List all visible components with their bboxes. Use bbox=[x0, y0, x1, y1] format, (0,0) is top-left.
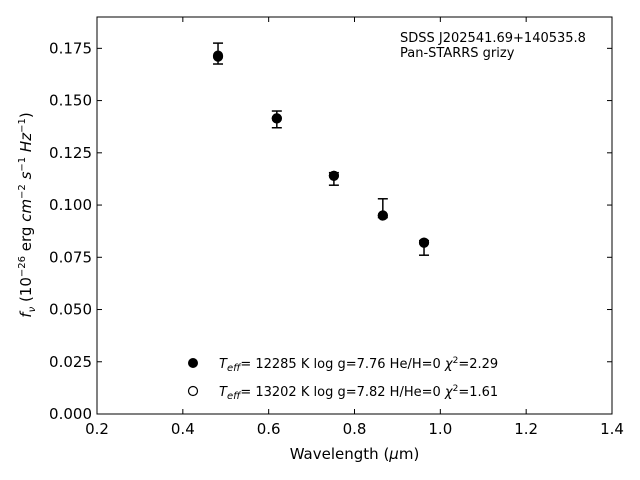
x-tick-label: 1.2 bbox=[514, 420, 538, 438]
x-tick-label: 0.8 bbox=[343, 420, 367, 438]
legend-entry-2: Teff= 13202 K log g=7.82 H/He=0 χ2=1.61 bbox=[219, 384, 498, 402]
model-point-open bbox=[328, 170, 339, 181]
legend: Teff= 12285 K log g=7.76 He/H=0 χ2=2.29 … bbox=[187, 356, 498, 402]
y-tick-label: 0.175 bbox=[49, 39, 92, 57]
annotation-object: SDSS J202541.69+140535.8 bbox=[400, 31, 586, 46]
tick-group: 0.2 0.4 0.6 0.8 1.0 1.2 1.4 0.000 0.025 0.050 0.07… bbox=[49, 17, 624, 438]
legend-marker-open bbox=[187, 385, 199, 397]
y-axis-title: fν (10−26 erg cm−2 s−1 Hz−1) bbox=[17, 112, 38, 317]
model-point-open bbox=[212, 50, 224, 61]
y-tick-label: 0.075 bbox=[49, 248, 92, 266]
annotation-survey: Pan-STARRS grizy bbox=[400, 46, 515, 61]
y-tick-label: 0.125 bbox=[49, 144, 92, 162]
y-tick-label: 0.100 bbox=[49, 196, 92, 214]
x-tick-label: 0.4 bbox=[171, 420, 195, 438]
x-tick-label: 0.6 bbox=[257, 420, 281, 438]
x-tick-label: 1.0 bbox=[428, 420, 452, 438]
y-tick-label: 0.000 bbox=[49, 405, 92, 423]
model-point-open bbox=[377, 210, 388, 221]
x-tick-label: 0.2 bbox=[85, 420, 109, 438]
point-group bbox=[212, 50, 430, 248]
legend-marker-filled bbox=[188, 358, 198, 368]
plot-frame bbox=[96, 16, 613, 415]
legend-entry-1: Teff= 12285 K log g=7.76 He/H=0 χ2=2.29 bbox=[219, 356, 498, 374]
y-tick-label: 0.025 bbox=[49, 353, 92, 371]
errorbar-group bbox=[213, 42, 430, 256]
x-tick-label: 1.4 bbox=[600, 420, 624, 438]
model-point-open bbox=[418, 237, 430, 248]
y-tick-label: 0.050 bbox=[49, 301, 92, 319]
y-tick-label: 0.150 bbox=[49, 92, 92, 110]
x-axis-title: Wavelength (μm) bbox=[290, 445, 420, 463]
model-point-open bbox=[271, 113, 282, 124]
